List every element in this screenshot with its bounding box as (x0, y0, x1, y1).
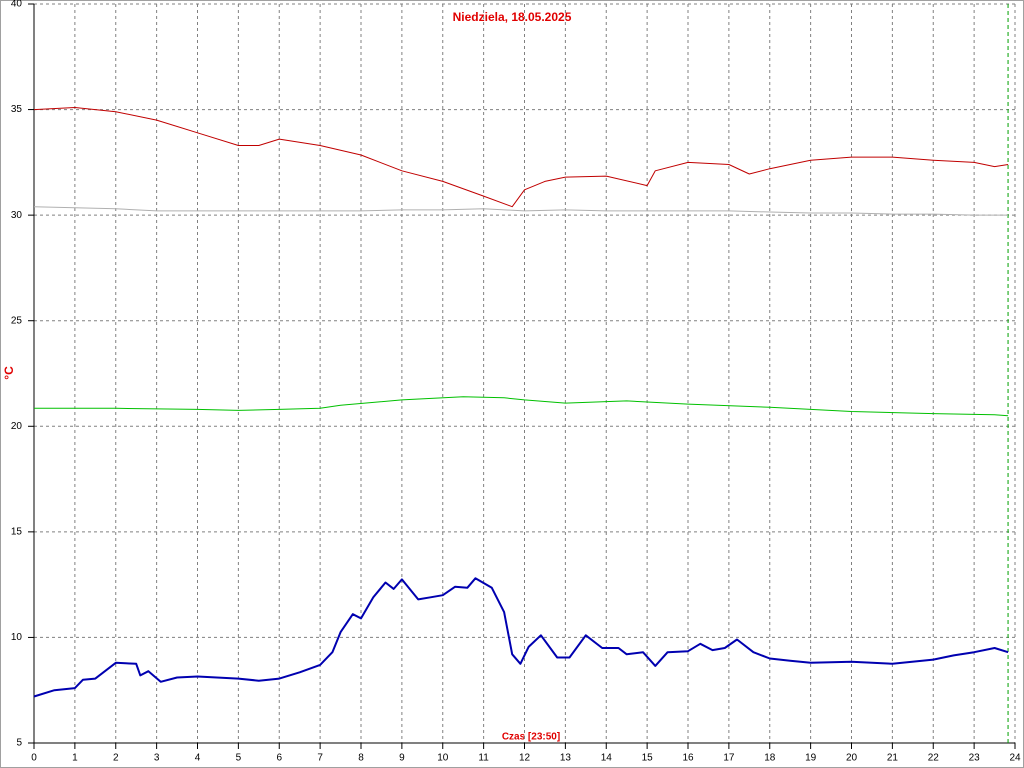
x-tick-label: 12 (519, 753, 531, 764)
x-tick-label: 18 (764, 753, 776, 764)
series-line (33, 107, 1009, 208)
x-tick-label: 5 (236, 753, 242, 764)
x-tick-label: 9 (399, 753, 405, 764)
y-tick-label: 15 (11, 526, 23, 537)
series-line (33, 206, 1009, 216)
x-tick-label: 13 (560, 753, 572, 764)
x-tick-label: 2 (113, 753, 119, 764)
x-tick-label: 6 (276, 753, 282, 764)
x-tick-label: 22 (928, 753, 940, 764)
x-tick-label: 7 (317, 753, 323, 764)
x-tick-label: 16 (682, 753, 694, 764)
x-tick-label: 19 (805, 753, 817, 764)
series-line (33, 577, 1009, 698)
x-tick-label: 15 (642, 753, 654, 764)
x-tick-label: 1 (72, 753, 78, 764)
x-tick-label: 21 (887, 753, 899, 764)
x-tick-label: 20 (846, 753, 858, 764)
x-tick-label: 4 (195, 753, 201, 764)
x-tick-label: 3 (154, 753, 160, 764)
x-tick-label: 23 (969, 753, 981, 764)
x-tick-label: 0 (31, 753, 37, 764)
y-tick-label: 35 (11, 104, 23, 115)
chart-title: Niedziela, 18.05.2025 (453, 10, 572, 24)
y-tick-label: 10 (11, 632, 23, 643)
x-tick-label: 24 (1009, 753, 1021, 764)
y-tick-label: 20 (11, 421, 23, 432)
x-tick-label: 8 (358, 753, 364, 764)
x-tick-label: 14 (601, 753, 613, 764)
y-tick-label: 40 (11, 0, 23, 10)
y-tick-label: 25 (11, 315, 23, 326)
x-tick-label: 10 (437, 753, 449, 764)
x-axis-label: Czas [23:50] (502, 732, 560, 743)
x-tick-label: 11 (478, 753, 489, 764)
y-tick-label: 5 (16, 738, 22, 749)
x-tick-label: 17 (723, 753, 735, 764)
series-line (34, 396, 1009, 417)
y-axis-label: °C (2, 366, 16, 380)
y-tick-label: 30 (11, 210, 23, 221)
